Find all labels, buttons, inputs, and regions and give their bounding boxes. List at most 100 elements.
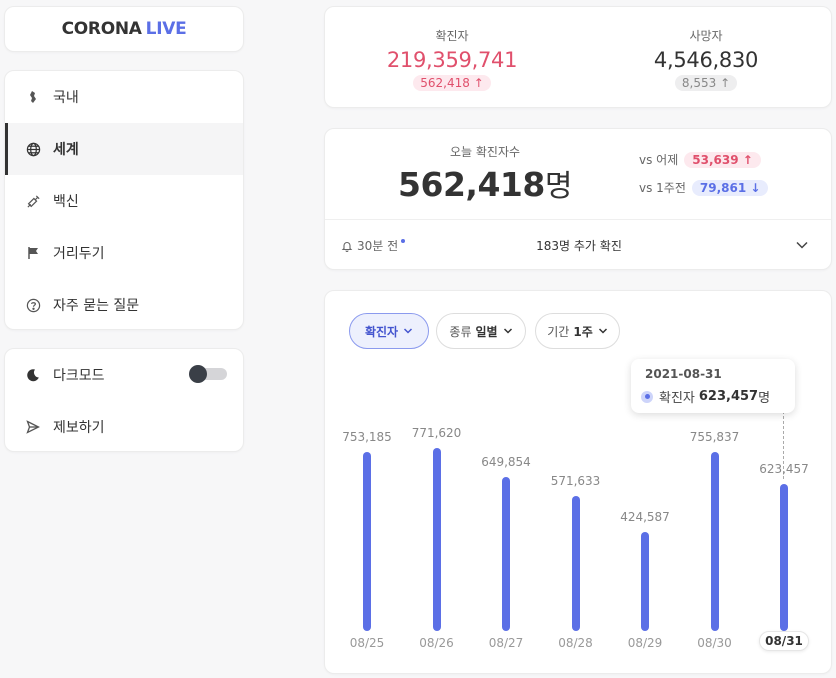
metric-filter-button[interactable]: 확진자 [349,313,429,349]
vs-yesterday-badge: 53,639 ↑ [684,151,761,168]
today-value: 562,418 [398,165,545,204]
toggle-knob [189,365,207,383]
vs-week-value: 79,861 [699,180,747,195]
confirmed-delta-badge: 562,418 ↑ [413,75,491,91]
sidebar-item-label: 거리두기 [53,246,105,262]
bar-value-label: 623,457 [759,461,809,476]
tooltip-row: 확진자 623,457 명 [641,387,770,406]
x-axis-label: 08/31 [759,631,809,651]
today-card: 오늘 확진자수 562,418명 vs 어제 53,639 ↑ vs 1주전 7… [324,128,832,270]
x-axis-label: 08/26 [419,636,454,650]
update-time-text: 30분 전 [357,239,399,253]
bar-value-label: 571,633 [550,474,601,489]
arrow-up-icon: ↑ [720,76,731,90]
chart-bar[interactable] [780,483,788,631]
tooltip-series: 확진자 [659,391,695,406]
vs-yesterday: vs 어제 53,639 ↑ [639,151,761,168]
period-filter-label: 기간 [547,324,570,339]
divider [325,219,831,220]
sidebar-nav: 국내 세계 백신 거리두기 자주 묻는 질문 [4,70,244,330]
vs-week-badge: 79,861 ↓ [691,179,769,196]
sidebar-item-world[interactable]: 세계 [5,123,243,175]
type-filter-label: 종류 [449,324,472,339]
x-axis-label: 08/29 [627,636,663,650]
chart-bar[interactable] [571,496,580,631]
arrow-down-icon: ↓ [750,180,761,195]
confirmed-stat: 확진자 219,359,741 562,418 ↑ [325,7,579,91]
metric-filter-label: 확진자 [364,324,399,339]
chart-bar[interactable] [502,477,510,631]
sidebar-item-domestic[interactable]: 국내 [5,71,243,123]
logo-text: CORONA [61,19,142,39]
sidebar-item-distancing[interactable]: 거리두기 [5,227,243,279]
flag-icon [25,245,41,261]
arrow-up-icon: ↑ [742,152,753,167]
chevron-down-icon [503,326,513,336]
vs-week-label: vs 1주전 [639,181,686,195]
bar-value-label: 649,854 [481,455,531,470]
syringe-icon [25,193,41,209]
type-filter-button[interactable]: 종류 일별 [436,313,526,349]
korea-map-icon [25,89,41,105]
chart-card: 확진자 종류 일별 기간 1주 2021-08-31 확진자 623,457 명 75… [324,290,832,674]
moon-icon [25,367,41,383]
period-filter-button[interactable]: 기간 1주 [535,313,620,349]
tooltip-date: 2021-08-31 [645,367,722,381]
dark-mode-toggle[interactable] [189,365,227,383]
confirmed-label: 확진자 [435,29,469,43]
send-icon [25,419,41,435]
sidebar-item-vaccine[interactable]: 백신 [5,175,243,227]
sidebar-item-label: 국내 [53,90,79,106]
deaths-stat: 사망자 4,546,830 8,553 ↑ [579,7,833,91]
sidebar-item-label: 백신 [53,194,79,210]
x-axis-label: 08/30 [697,636,732,650]
utility-panel: 다크모드 제보하기 [4,348,244,452]
bell-icon [341,240,353,252]
bar-value-label: 753,185 [342,430,392,445]
chart-bar[interactable] [363,452,371,631]
update-message: 183명 추가 확진 [536,239,622,253]
confirmed-total: 219,359,741 [386,48,518,72]
bar-value-label: 771,620 [411,425,462,440]
series-marker-icon [641,390,653,403]
chart-bar[interactable] [710,451,719,631]
period-filter-value: 1주 [573,324,593,339]
bar-value-label: 424,587 [620,510,670,525]
x-axis-label: 08/28 [558,636,593,650]
report-button[interactable]: 제보하기 [5,401,243,453]
update-time: 30분 전 [341,237,406,254]
sidebar-item-faq[interactable]: 자주 묻는 질문 [5,279,243,329]
question-circle-icon [25,297,41,313]
report-label: 제보하기 [53,420,105,436]
deaths-total: 4,546,830 [653,48,759,72]
today-label: 오늘 확진자수 [449,145,521,159]
vs-yesterday-value: 53,639 [692,152,739,167]
new-indicator-dot [401,238,406,243]
x-axis-label: 08/27 [488,636,524,650]
deaths-label: 사망자 [689,29,723,43]
hover-guide-line [783,411,784,479]
logo[interactable]: CORONA LIVE [4,6,244,52]
today-unit: 명 [544,169,573,204]
bar-value-label: 755,837 [689,429,740,444]
confirmed-delta: 562,418 [420,76,470,90]
chevron-down-icon [403,326,413,336]
dark-mode-row: 다크모드 [5,349,243,401]
x-axis-label: 08/25 [349,636,385,650]
vs-week: vs 1주전 79,861 ↓ [639,179,769,196]
globe-icon [25,141,41,157]
chart-bar[interactable] [432,447,441,631]
logo-accent-text: LIVE [145,19,187,39]
chart-bar[interactable] [641,532,649,631]
deaths-delta: 8,553 [681,76,717,90]
sidebar-item-label: 자주 묻는 질문 [53,298,140,314]
tooltip-unit: 명 [758,391,771,406]
type-filter-value: 일별 [475,324,498,339]
today-count: 562,418명 [325,161,645,205]
chevron-down-icon[interactable] [795,237,809,256]
totals-card: 확진자 219,359,741 562,418 ↑ 사망자 4,546,830 … [324,6,832,108]
tooltip-value: 623,457 [698,389,759,404]
arrow-up-icon: ↑ [473,76,484,90]
chart-tooltip: 2021-08-31 확진자 623,457 명 [631,359,795,413]
deaths-delta-badge: 8,553 ↑ [674,75,738,91]
